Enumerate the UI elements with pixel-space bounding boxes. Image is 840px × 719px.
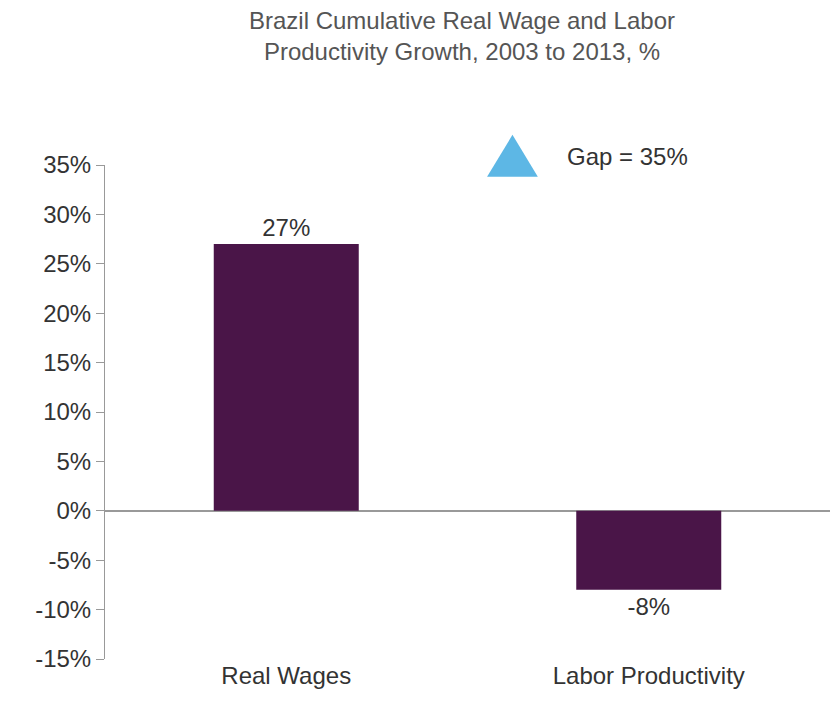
svg-text:-5%: -5% xyxy=(49,547,92,574)
svg-text:25%: 25% xyxy=(43,250,91,277)
svg-text:Gap = 35%: Gap = 35% xyxy=(567,143,688,170)
svg-text:-10%: -10% xyxy=(35,596,91,623)
svg-text:35%: 35% xyxy=(43,151,91,178)
svg-text:27%: 27% xyxy=(262,214,310,241)
svg-text:5%: 5% xyxy=(57,448,92,475)
svg-text:10%: 10% xyxy=(43,398,91,425)
svg-text:15%: 15% xyxy=(43,349,91,376)
svg-text:0%: 0% xyxy=(57,497,92,524)
svg-text:20%: 20% xyxy=(43,300,91,327)
svg-text:Real Wages: Real Wages xyxy=(221,662,351,689)
svg-text:Brazil Cumulative Real Wage an: Brazil Cumulative Real Wage and LaborPro… xyxy=(249,7,675,65)
svg-text:Labor Productivity: Labor Productivity xyxy=(553,662,745,689)
svg-text:-15%: -15% xyxy=(35,645,91,672)
svg-text:-8%: -8% xyxy=(627,593,670,620)
svg-text:30%: 30% xyxy=(43,201,91,228)
